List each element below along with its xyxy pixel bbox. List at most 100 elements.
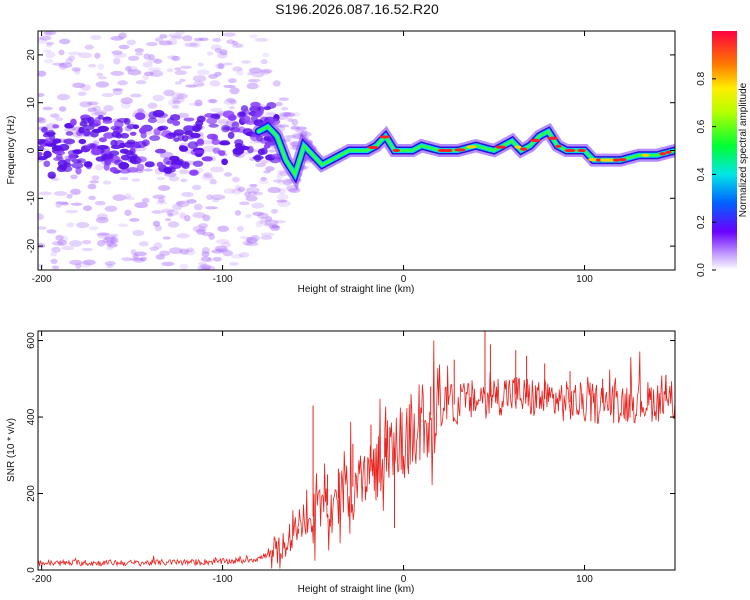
noise-blob xyxy=(142,74,150,81)
noise-blob xyxy=(179,212,186,219)
noise-blob xyxy=(152,210,162,214)
noise-blob xyxy=(271,224,280,228)
noise-blob xyxy=(79,101,93,108)
noise-blob xyxy=(101,92,115,98)
noise-blob xyxy=(106,245,114,251)
noise-blob xyxy=(88,63,97,68)
band-blob xyxy=(43,150,52,159)
band-blob xyxy=(129,131,137,136)
noise-blob xyxy=(127,69,142,76)
noise-blob xyxy=(42,106,53,111)
noise-blob xyxy=(255,162,267,168)
noise-blob xyxy=(172,97,185,103)
ridge-peak xyxy=(641,153,650,157)
noise-blob xyxy=(217,225,229,232)
noise-blob xyxy=(181,192,194,197)
noise-blob xyxy=(167,221,180,228)
ridge-peak xyxy=(659,152,667,156)
noise-blob xyxy=(61,245,75,251)
band-blob xyxy=(238,111,246,117)
noise-blob xyxy=(75,263,82,269)
ridge-peak xyxy=(466,145,477,149)
noise-blob xyxy=(105,239,115,247)
noise-blob xyxy=(157,197,165,204)
noise-blob xyxy=(104,236,111,241)
noise-blob xyxy=(186,199,197,204)
noise-blob xyxy=(236,69,244,76)
ridge-peak xyxy=(555,144,562,148)
ridge-peak xyxy=(514,145,522,149)
ridge-peak xyxy=(444,148,453,153)
noise-blob xyxy=(171,55,181,62)
noise-blob xyxy=(152,194,166,199)
noise-blob xyxy=(103,104,114,112)
noise-blob xyxy=(94,200,106,206)
noise-blob xyxy=(234,209,242,216)
band-blob xyxy=(102,119,113,124)
band-blob xyxy=(139,127,147,134)
noise-blob xyxy=(205,206,218,210)
band-blob xyxy=(58,143,70,151)
band-blob xyxy=(144,161,155,168)
noise-blob xyxy=(50,251,58,257)
noise-blob xyxy=(148,53,155,61)
noise-blob xyxy=(277,200,291,208)
noise-blob xyxy=(184,42,199,47)
noise-blob xyxy=(127,65,138,72)
spectrogram-xlabel: Height of straight line (km) xyxy=(298,284,415,295)
band-blob xyxy=(192,125,202,132)
ridge-peak xyxy=(495,145,507,149)
noise-blob xyxy=(46,229,57,234)
noise-blob xyxy=(287,118,294,123)
noise-blob xyxy=(64,127,77,133)
band-blob xyxy=(266,101,277,109)
noise-blob xyxy=(130,257,144,261)
spectrogram-xtick-label: 100 xyxy=(576,274,593,285)
noise-blob xyxy=(283,135,296,139)
band-blob xyxy=(38,145,45,151)
noise-blob xyxy=(208,98,217,104)
band-blob xyxy=(71,162,84,169)
noise-blob xyxy=(215,248,229,253)
band-blob xyxy=(116,117,129,123)
noise-blob xyxy=(217,119,230,125)
ridge-peak xyxy=(454,148,466,152)
noise-blob xyxy=(268,225,281,229)
band-blob xyxy=(260,147,268,155)
colorbar-tick-label: 0.2 xyxy=(696,215,707,229)
noise-blob xyxy=(61,235,69,242)
noise-blob xyxy=(207,99,218,104)
noise-blob xyxy=(149,246,159,252)
snr-xtick-label: 0 xyxy=(401,574,407,585)
noise-blob xyxy=(259,219,268,225)
noise-blob xyxy=(126,39,136,46)
noise-blob xyxy=(246,237,258,244)
noise-blob xyxy=(228,105,235,110)
ridge-peak xyxy=(617,158,627,162)
noise-blob xyxy=(71,67,81,72)
spectrogram-marks xyxy=(38,31,675,270)
noise-blob xyxy=(38,93,45,98)
noise-blob xyxy=(159,34,168,39)
noise-blob xyxy=(53,191,68,196)
band-blob xyxy=(72,149,83,155)
noise-blob xyxy=(263,170,271,174)
noise-blob xyxy=(124,193,132,199)
band-blob xyxy=(133,142,140,149)
noise-blob xyxy=(260,232,275,237)
band-blob xyxy=(111,131,121,138)
noise-blob xyxy=(102,180,112,185)
noise-blob xyxy=(119,176,129,181)
band-blob xyxy=(96,144,109,150)
band-blob xyxy=(52,138,62,144)
noise-blob xyxy=(217,62,225,70)
ridge-peak xyxy=(577,148,586,153)
noise-blob xyxy=(60,202,69,206)
noise-blob xyxy=(188,102,203,107)
noise-blob xyxy=(171,92,185,100)
noise-blob xyxy=(79,261,92,268)
noise-blob xyxy=(87,107,97,113)
noise-blob xyxy=(38,70,47,77)
noise-blob xyxy=(38,226,47,230)
